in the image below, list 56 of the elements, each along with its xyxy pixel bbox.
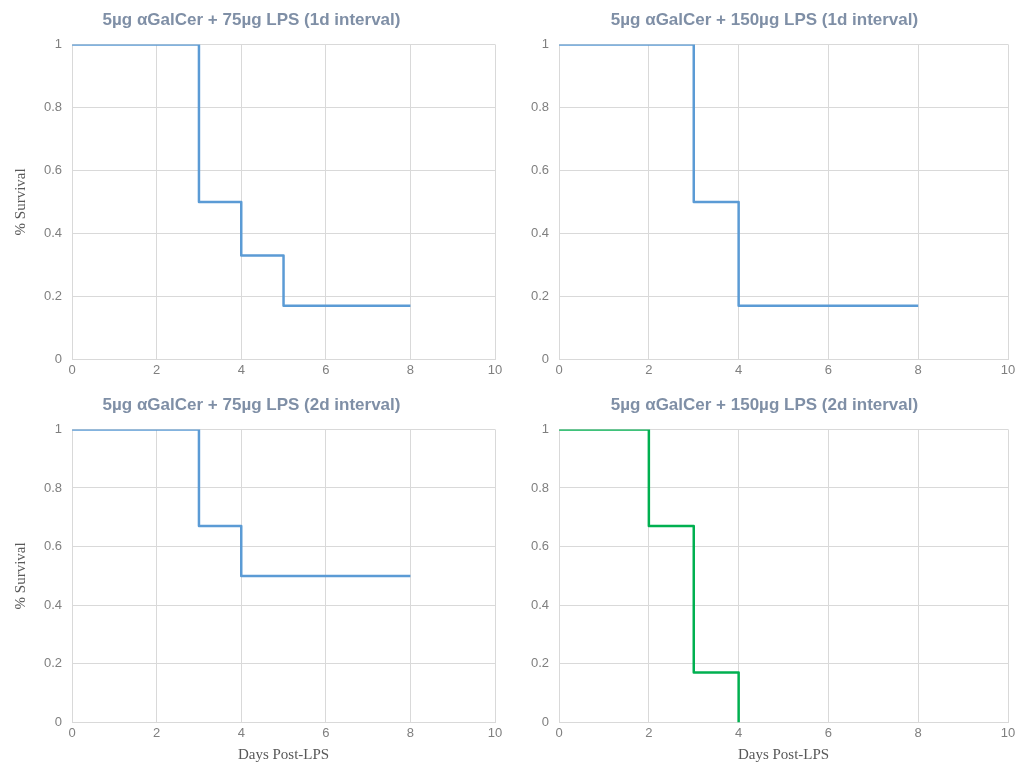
y-tick-label: 0.8	[43, 479, 63, 495]
x-tick-label: 8	[406, 361, 415, 377]
y-tick-label: 0.4	[530, 224, 550, 240]
x-tick-label: 4	[237, 361, 245, 377]
x-tick-label: 10	[487, 724, 503, 740]
y-tick-label: 1	[541, 35, 550, 51]
y-tick-label: 0.6	[530, 161, 550, 177]
x-axis-title: Days Post-LPS	[737, 745, 830, 762]
x-tick-label: 8	[914, 724, 922, 740]
x-tick-label: 4	[735, 361, 743, 377]
y-tick-label: 0.2	[43, 287, 63, 303]
y-tick-label: 0	[54, 713, 63, 729]
y-tick-label: 1	[541, 420, 550, 436]
x-tick-label: 10	[1000, 724, 1016, 740]
y-tick-label: 0	[54, 350, 63, 366]
x-tick-label: 4	[735, 724, 743, 740]
y-tick-label: 0	[541, 350, 550, 366]
x-tick-label: 8	[914, 361, 922, 377]
y-tick-label: 0.6	[43, 161, 63, 177]
x-tick-label: 6	[824, 724, 833, 740]
y-tick-label: 0.6	[530, 538, 550, 554]
y-tick-label: 0.6	[43, 538, 63, 554]
x-axis-title: Days Post-LPS	[237, 745, 330, 762]
chart-title: 5µg αGalCer + 75µg LPS (2d interval)	[102, 394, 401, 414]
y-tick-label: 0.2	[530, 655, 550, 671]
x-tick-label: 2	[153, 724, 161, 740]
x-tick-label: 6	[322, 724, 330, 740]
x-tick-label: 10	[487, 361, 503, 377]
y-tick-label: 1	[54, 420, 63, 436]
x-tick-label: 0	[68, 361, 76, 377]
x-tick-label: 4	[237, 724, 245, 740]
x-tick-label: 2	[153, 361, 161, 377]
y-axis-title: % Survival	[11, 542, 28, 610]
y-tick-label: 0	[541, 713, 550, 729]
x-tick-label: 2	[645, 724, 653, 740]
x-tick-label: 10	[1000, 361, 1016, 377]
y-tick-label: 0.2	[530, 287, 550, 303]
y-tick-label: 1	[54, 35, 63, 51]
y-tick-label: 0.4	[43, 224, 63, 240]
y-tick-label: 0.4	[43, 596, 63, 612]
y-tick-label: 0.4	[530, 596, 550, 612]
chart-title: 5µg αGalCer + 150µg LPS (1d interval)	[610, 9, 919, 29]
y-tick-label: 0.8	[530, 479, 550, 495]
y-tick-label: 0.2	[43, 655, 63, 671]
y-tick-label: 0.8	[43, 98, 63, 114]
x-tick-label: 6	[824, 361, 833, 377]
x-tick-label: 0	[555, 361, 563, 377]
x-tick-label: 2	[645, 361, 653, 377]
x-tick-label: 8	[406, 724, 415, 740]
y-tick-label: 0.8	[530, 98, 550, 114]
chart-title: 5µg αGalCer + 150µg LPS (2d interval)	[610, 394, 919, 414]
chart-title: 5µg αGalCer + 75µg LPS (1d interval)	[102, 9, 401, 29]
x-tick-label: 0	[555, 724, 563, 740]
x-tick-label: 0	[68, 724, 76, 740]
y-axis-title: % Survival	[11, 168, 28, 236]
x-tick-label: 6	[322, 361, 330, 377]
